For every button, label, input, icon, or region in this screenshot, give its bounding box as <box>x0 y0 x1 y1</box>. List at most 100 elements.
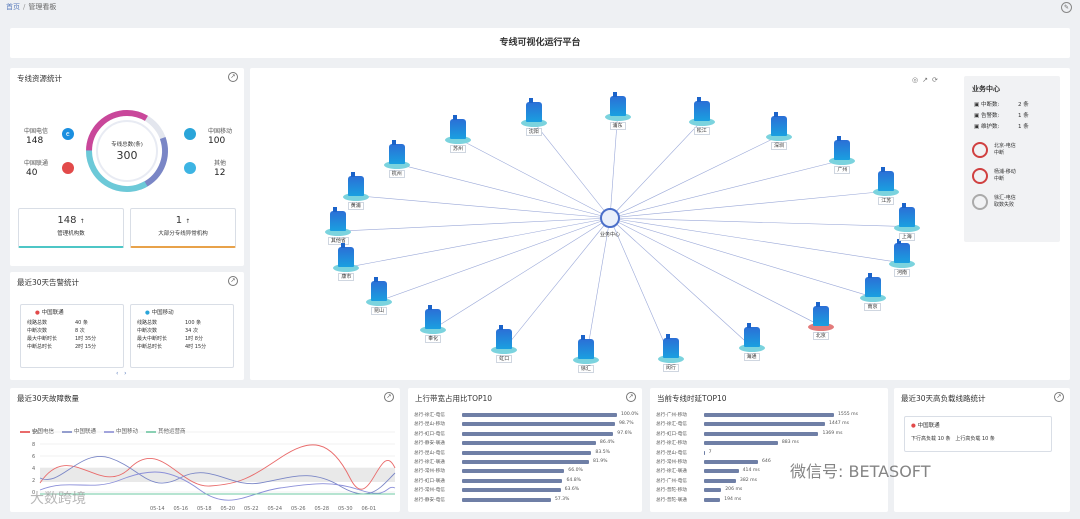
load-card: 最近30天高负载线路统计 ↗ ● 中国联通 下行高负载 10 条 上行高负载 1… <box>894 388 1070 512</box>
share-icon[interactable]: ↗ <box>384 392 394 402</box>
svg-text:05-28: 05-28 <box>315 506 330 512</box>
unicom-icon <box>62 162 74 174</box>
mobile-value: 100 <box>208 136 226 146</box>
unicom-label: 中国联通 <box>24 160 49 167</box>
svg-text:05-30: 05-30 <box>338 506 353 512</box>
topo-link <box>609 217 903 264</box>
latency-card: 当前专线时延TOP10 总行-广州-移动 1555 ms 总行-徐汇-电信 1447 … <box>650 388 888 512</box>
topo-link <box>396 163 611 219</box>
topo-node[interactable]: 闵行 <box>657 334 684 373</box>
topo-node[interactable]: 徐汇 <box>572 334 599 373</box>
top10-title: 上行带宽占用比TOP10 <box>415 394 493 403</box>
edit-icon[interactable]: ✎ <box>1061 2 1072 13</box>
faultchart-card: 最近30天故障数量 ↗ 中国电信 中国联通 中国移动 其他运营商 10 8 6 4 2 0 05-… <box>10 388 400 512</box>
stat-row: 中断总时长 4时 15分 <box>137 344 207 350</box>
topo-node[interactable]: 江苏 <box>873 167 900 206</box>
stat-row: 中断次数 8 次 <box>27 328 85 334</box>
stat-box-2[interactable]: 1 ↑ 大部分专线异常机构 <box>130 208 236 248</box>
topo-link <box>609 217 821 327</box>
biz-center-node[interactable] <box>600 208 620 228</box>
svg-text:05-20: 05-20 <box>221 506 236 512</box>
biz-alert[interactable]: 杨浦-移动 中断 <box>972 166 1060 192</box>
topo-node[interactable]: 南京 <box>859 272 886 311</box>
topo-node[interactable]: 河南 <box>889 238 916 277</box>
biz-center-title: 业务中心 <box>972 85 1000 93</box>
breadcrumb-home[interactable]: 首页 <box>6 3 20 11</box>
biz-alert[interactable]: 徐汇-电信 取数失败 <box>972 192 1060 218</box>
topology-lines <box>338 116 907 360</box>
topo-node[interactable]: 广州 <box>829 136 856 175</box>
svg-text:05-18: 05-18 <box>197 506 212 512</box>
topo-node[interactable]: 昆山 <box>365 277 392 316</box>
share-icon[interactable]: ↗ <box>626 392 636 402</box>
stat-row: 线路总数 100 条 <box>137 320 202 326</box>
topo-link <box>609 120 702 219</box>
topo-node[interactable]: 黄浦 <box>342 171 369 210</box>
topo-node[interactable]: 松江 <box>688 96 715 135</box>
topo-node[interactable]: 杭州 <box>383 139 410 178</box>
topo-node[interactable]: 北京 <box>807 301 834 340</box>
watermark-2: 大数跨境 <box>30 491 86 507</box>
load-up-value: 10 条 <box>981 436 995 442</box>
stat-row: 中断次数 34 次 <box>137 328 198 334</box>
topo-node[interactable]: 康市 <box>333 243 360 282</box>
svg-text:05-16: 05-16 <box>174 506 189 512</box>
mobile-label: 中国移动 <box>208 128 233 135</box>
svg-text:05-22: 05-22 <box>244 506 259 512</box>
biz-center-panel: 业务中心 ▣ 中断数: 2 条 ▣ 告警数: 1 条 ▣ 维护数: 1 条 北京-电信 中断… <box>964 76 1060 242</box>
zoom-icon: ◎ <box>912 76 923 84</box>
total-donut <box>86 110 168 192</box>
topo-node[interactable]: 其他省 <box>325 207 352 246</box>
svg-text:10: 10 <box>32 430 38 436</box>
fault30-card: 最近30天告警统计 ↗ ● 中国联通 线路总数 40 条中断次数 8 次最大中断时长… <box>10 272 244 380</box>
topo-link <box>609 217 873 298</box>
svg-text:06-01: 06-01 <box>362 506 377 512</box>
biz-alert[interactable]: 北京-电信 中断 <box>972 140 1060 166</box>
fault30-title: 最近30天告警统计 <box>17 278 80 287</box>
stat-box-1[interactable]: 148 ↑ 管理机构数 <box>18 208 124 248</box>
topo-link <box>609 190 887 219</box>
resource-card: 专线资源统计 ↗ 中国电信 148 ϵ 中国联通 40 中国移动 100 其他 … <box>10 68 244 266</box>
topo-node[interactable]: 奉化 <box>420 305 447 343</box>
stat-row: 最大中断时长 1时 35分 <box>27 336 97 342</box>
topo-node[interactable]: 深圳 <box>765 111 792 150</box>
mobile-icon <box>184 128 196 140</box>
biz-row: ▣ 维护数: 1 条 <box>974 124 1029 130</box>
stat2-value: 1 <box>175 215 183 226</box>
share-icon: ↗ <box>922 76 932 84</box>
fault-mobile-box: ● 中国移动 线路总数 100 条中断次数 34 次最大中断时长 1时 8分 中断总时长… <box>130 304 234 368</box>
load-down-label: 下行高负载 <box>911 436 937 442</box>
breadcrumb-current: 管理看板 <box>28 3 57 11</box>
stat-row: 中断总时长 2时 15分 <box>27 344 97 350</box>
telecom-value: 148 <box>26 136 44 146</box>
svg-text:4: 4 <box>32 466 35 472</box>
share-icon[interactable]: ↗ <box>1054 392 1064 402</box>
fault-unicom-name: 中国联通 <box>41 310 64 316</box>
other-value: 12 <box>214 168 226 178</box>
topo-toolbar[interactable]: ◎↗⟳ <box>912 76 942 84</box>
page-title: 专线可视化运行平台 <box>10 28 1070 58</box>
load-carrier: 中国联通 <box>917 423 940 429</box>
pager-arrows[interactable]: ‹ › <box>116 370 127 377</box>
biz-row: ▣ 告警数: 1 条 <box>974 113 1029 119</box>
topo-node[interactable]: 浦东 <box>604 92 631 131</box>
topo-link <box>585 217 611 360</box>
topo-node[interactable]: 海通 <box>738 322 765 361</box>
resource-title: 专线资源统计 <box>17 74 62 83</box>
topo-node[interactable]: 上海 <box>893 202 920 241</box>
telecom-icon: ϵ <box>62 128 74 140</box>
topo-link <box>609 159 843 219</box>
share-icon[interactable]: ↗ <box>228 276 238 286</box>
svg-text:05-14: 05-14 <box>150 506 165 512</box>
topo-link <box>355 195 611 219</box>
load-up-label: 上行高负载 <box>955 436 981 442</box>
topo-node[interactable]: 苏州 <box>444 114 471 153</box>
topo-node[interactable]: 沈阳 <box>520 98 547 137</box>
share-icon[interactable]: ↗ <box>228 72 238 82</box>
svg-text:2: 2 <box>32 478 35 484</box>
faultchart-plot: 10 8 6 4 2 0 05-14 05-16 05-18 05-20 05-22 05-24 05-… <box>32 430 396 512</box>
topo-link <box>609 217 752 348</box>
topo-node[interactable]: 虹口 <box>491 324 518 363</box>
svg-text:0: 0 <box>32 490 35 496</box>
stat-row: 线路总数 40 条 <box>27 320 88 326</box>
